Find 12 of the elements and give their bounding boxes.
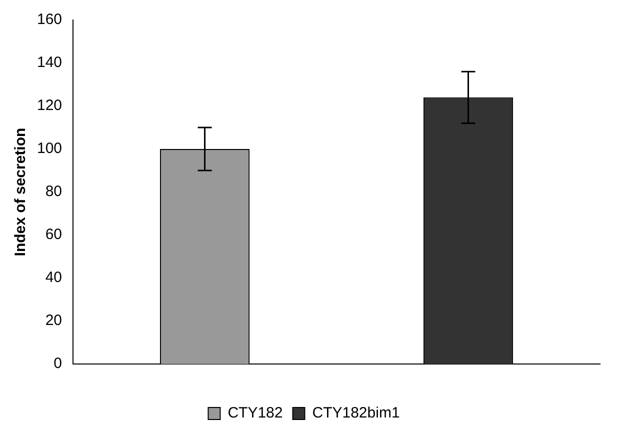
y-tick-label: 120 — [36, 97, 62, 114]
y-tick-label: 100 — [36, 140, 62, 158]
y-tick-label: 60 — [45, 226, 62, 244]
y-tick-label: 0 — [54, 355, 62, 372]
y-axis-title: Index of secretion — [12, 128, 30, 256]
y-tick-label: 80 — [45, 183, 62, 200]
legend-label: CTY182bim1 — [312, 404, 400, 422]
y-tick-label: 40 — [45, 269, 62, 286]
y-tick-label: 160 — [36, 11, 62, 28]
y-tick-label: 140 — [36, 54, 62, 72]
y-tick-label: 20 — [45, 312, 62, 330]
legend-label: CTY182 — [228, 404, 283, 422]
